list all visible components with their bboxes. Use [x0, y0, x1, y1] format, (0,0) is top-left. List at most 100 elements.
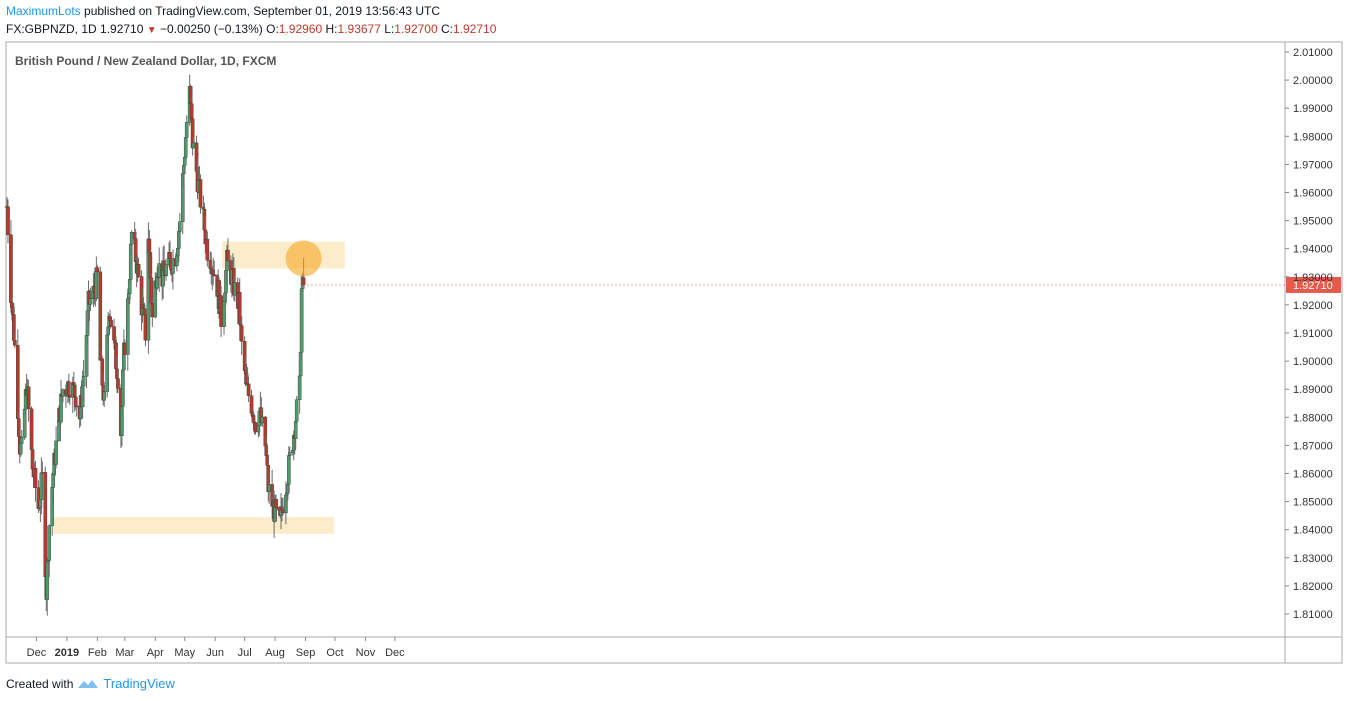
candle-body [26, 386, 31, 409]
open-label: O: [266, 22, 279, 36]
candle-body [95, 267, 100, 273]
candle-body [288, 452, 292, 456]
candle-body [98, 271, 103, 361]
candle-body [260, 416, 265, 424]
author-link[interactable]: MaximumLots [6, 4, 81, 18]
high-value: 1.93677 [337, 22, 381, 36]
candle-body [219, 295, 223, 327]
candle-body [191, 142, 196, 149]
y-tick-label: 1.95000 [1293, 216, 1333, 228]
candle-body [16, 345, 20, 419]
x-tick-label: Nov [356, 647, 376, 659]
ohlc-line: FX:GBPNZD, 1D 1.92710 ▼ −0.00250 (−0.13%… [6, 22, 496, 36]
tradingview-link[interactable]: TradingView [103, 676, 175, 691]
candle-body [299, 288, 304, 353]
candle-body [281, 509, 285, 514]
x-tick-label: May [174, 647, 195, 659]
candle-body [43, 471, 48, 577]
candle-body [33, 468, 38, 488]
candle-body [112, 326, 116, 341]
candle-body [205, 238, 210, 261]
x-tick-label: Jul [238, 647, 252, 659]
triangle-down-icon: ▼ [146, 25, 157, 36]
candles-layer [5, 74, 306, 616]
y-tick-label: 1.97000 [1293, 159, 1333, 171]
candle-body [102, 391, 107, 401]
candle-body [74, 405, 79, 408]
candle-body [19, 437, 24, 444]
candle-body [123, 342, 127, 355]
candle-body [47, 525, 52, 561]
candle-body [150, 303, 155, 318]
candle-body [51, 474, 55, 488]
chart-title: British Pound / New Zealand Dollar, 1D, … [15, 54, 276, 68]
x-tick-label: Dec [27, 647, 47, 659]
chart-frame [5, 41, 1343, 664]
candle-body [178, 221, 182, 232]
candle-body [246, 383, 251, 396]
y-tick-label: 1.81000 [1293, 609, 1333, 621]
x-tick-label: Oct [326, 647, 343, 659]
last-price-tag [1286, 276, 1341, 293]
candle-body [109, 320, 113, 327]
x-tick-label: Jun [206, 647, 224, 659]
y-tick-label: 1.90000 [1293, 356, 1333, 368]
candle-body [157, 263, 162, 278]
price-change: −0.00250 (−0.13%) [160, 22, 263, 36]
y-tick-label: 1.85000 [1293, 497, 1333, 509]
candle-body [189, 103, 194, 119]
publish-info: MaximumLots published on TradingView.com… [6, 4, 440, 18]
candle-body [274, 499, 278, 508]
candle-body [136, 264, 141, 277]
candle-body [188, 86, 193, 104]
candle-body [294, 399, 299, 422]
zone-1 [53, 517, 335, 534]
zones-layer [53, 241, 345, 534]
zone-2 [222, 241, 345, 269]
candle-body [184, 122, 189, 138]
candle-body [212, 274, 217, 276]
x-tick-label: 2019 [55, 647, 79, 659]
x-tick-label: Apr [147, 647, 164, 659]
tradingview-logo-icon [78, 679, 99, 688]
candle-body [237, 292, 242, 325]
candle-body [125, 298, 130, 355]
published-text: published on TradingView.com, September … [84, 4, 441, 18]
x-tick-label: Aug [265, 647, 285, 659]
y-tick-label: 1.91000 [1293, 328, 1333, 340]
candle-body [267, 484, 271, 492]
candle-body [293, 421, 298, 439]
time-axis: Dec 2019 Feb Mar Apr May Jun Jul Aug Sep Oct Nov Dec [27, 637, 405, 659]
y-tick-label: 1.92000 [1293, 300, 1333, 312]
candle-body [40, 471, 45, 474]
candle-body [68, 395, 72, 398]
candle-body [239, 325, 244, 342]
created-with-text: Created with [6, 676, 74, 691]
candle-body [108, 316, 112, 321]
high-label: H: [325, 22, 338, 36]
candle-body [129, 232, 134, 245]
y-tick-label: 1.86000 [1293, 469, 1333, 481]
x-tick-label: Sep [296, 647, 316, 659]
y-tick-label: 1.84000 [1293, 525, 1333, 537]
candle-body [198, 179, 203, 208]
footer: Created with TradingView [6, 676, 175, 691]
candle-body [297, 375, 302, 400]
y-tick-label: 1.87000 [1293, 440, 1333, 452]
symbol-timeframe: FX:GBPNZD, 1D [6, 22, 97, 36]
x-tick-label: Mar [115, 647, 134, 659]
last-price: 1.92710 [100, 22, 144, 36]
y-tick-label: 1.99000 [1293, 103, 1333, 115]
y-tick-label: 2.00000 [1293, 75, 1333, 87]
y-tick-label: 1.89000 [1293, 384, 1333, 396]
low-label: L: [384, 22, 395, 36]
candle-body [222, 301, 226, 327]
candle-body [142, 308, 147, 316]
candle-body [143, 314, 148, 341]
candle-body [6, 206, 10, 236]
candle-body [81, 376, 86, 386]
y-tick-label: 1.94000 [1293, 244, 1333, 256]
y-tick-label: 1.88000 [1293, 412, 1333, 424]
y-tick-label: 1.82000 [1293, 581, 1333, 593]
